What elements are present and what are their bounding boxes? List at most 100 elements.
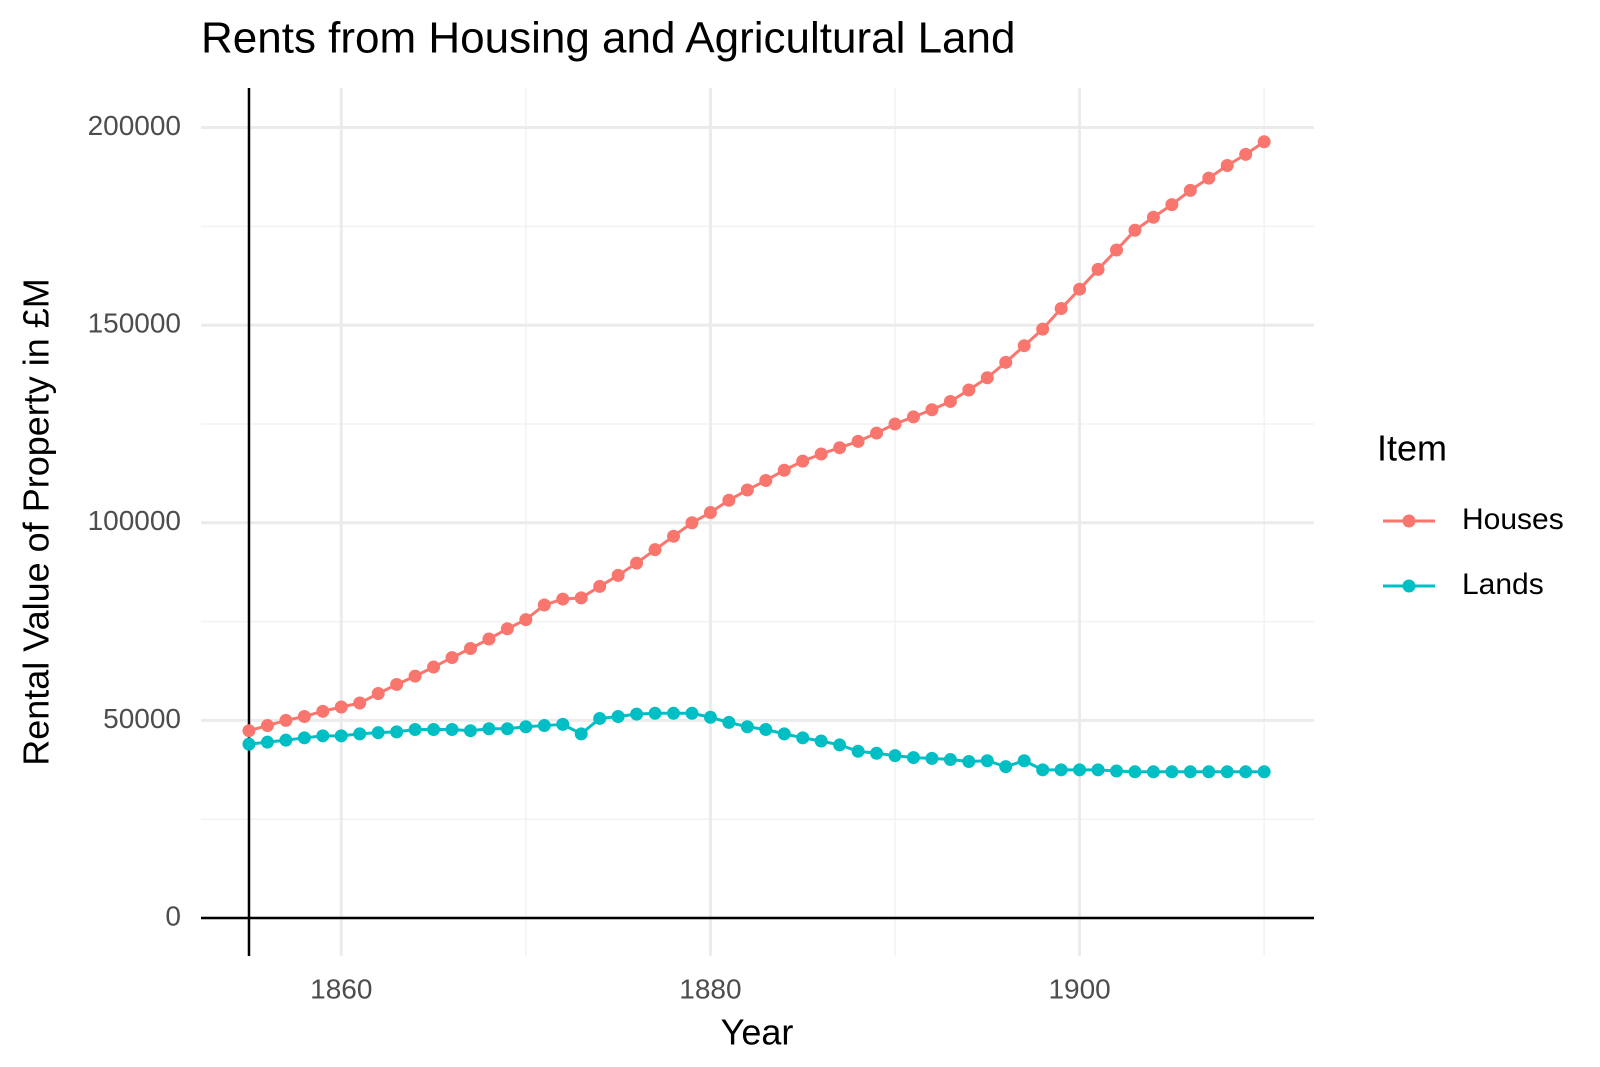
point	[1257, 765, 1271, 779]
y-tick-label: 100000	[88, 505, 181, 536]
x-tick-label: 1860	[310, 973, 372, 1004]
point	[279, 733, 293, 747]
point	[500, 722, 514, 736]
point	[1165, 765, 1179, 779]
point	[814, 447, 828, 461]
point	[685, 516, 699, 530]
point	[1239, 147, 1253, 161]
point	[722, 715, 736, 729]
point	[630, 707, 644, 721]
point	[722, 493, 736, 507]
y-axis-title: Rental Value of Property in £M	[16, 278, 57, 766]
point	[371, 726, 385, 740]
point	[943, 753, 957, 767]
line	[248, 711, 1265, 774]
y-tick-label: 200000	[88, 110, 181, 141]
legend-label: Houses	[1462, 503, 1564, 536]
point	[759, 473, 773, 487]
point	[390, 677, 404, 691]
point	[740, 720, 754, 734]
point	[796, 731, 810, 745]
point	[316, 729, 330, 743]
point	[1054, 763, 1068, 777]
point	[556, 592, 570, 606]
point	[777, 727, 791, 741]
point	[1239, 765, 1253, 779]
point	[427, 660, 441, 674]
point	[833, 738, 847, 752]
x-tick-label: 1900	[1048, 973, 1110, 1004]
point	[1128, 765, 1142, 779]
point	[1146, 765, 1160, 779]
point	[1257, 135, 1271, 149]
point	[1183, 765, 1197, 779]
point	[556, 717, 570, 731]
point	[316, 704, 330, 718]
point	[519, 720, 533, 734]
legend-title: Item	[1377, 428, 1447, 469]
point	[500, 622, 514, 636]
point	[1036, 322, 1050, 336]
point	[870, 746, 884, 760]
line	[248, 140, 1266, 733]
point	[1202, 765, 1216, 779]
chart-title: Rents from Housing and Agricultural Land	[201, 14, 1015, 63]
point	[334, 729, 348, 743]
point	[353, 727, 367, 741]
point	[925, 403, 939, 417]
point	[851, 744, 865, 758]
point	[537, 719, 551, 733]
point	[703, 506, 717, 520]
point	[297, 709, 311, 723]
point	[906, 410, 920, 424]
point	[593, 711, 607, 725]
point	[980, 754, 994, 768]
point	[962, 383, 976, 397]
point	[906, 751, 920, 765]
point	[371, 687, 385, 701]
point	[537, 598, 551, 612]
point	[463, 724, 477, 738]
point	[297, 731, 311, 745]
point	[519, 613, 533, 627]
point	[353, 696, 367, 710]
point	[482, 632, 496, 646]
point	[796, 454, 810, 468]
legend-label: Lands	[1462, 568, 1544, 601]
point	[574, 591, 588, 605]
point	[1073, 282, 1087, 296]
x-axis-title: Year	[721, 1012, 794, 1053]
point	[593, 579, 607, 593]
point	[463, 641, 477, 655]
point	[667, 706, 681, 720]
point	[260, 735, 274, 749]
point	[1091, 262, 1105, 276]
point	[759, 723, 773, 737]
point	[999, 355, 1013, 369]
point	[648, 706, 662, 720]
legend-key	[1402, 514, 1416, 528]
point	[260, 719, 274, 733]
point	[611, 709, 625, 723]
point	[980, 371, 994, 385]
point	[851, 434, 865, 448]
point	[445, 651, 459, 665]
point	[334, 700, 348, 714]
point	[242, 724, 256, 738]
point	[685, 706, 699, 720]
point	[1036, 763, 1050, 777]
point	[279, 713, 293, 727]
point	[1128, 223, 1142, 237]
point	[999, 760, 1013, 774]
point	[648, 543, 662, 557]
point	[427, 723, 441, 737]
point	[1202, 171, 1216, 185]
point	[1110, 243, 1124, 257]
point	[870, 426, 884, 440]
x-tick-label: 1880	[679, 973, 741, 1004]
point	[925, 751, 939, 765]
point	[1017, 339, 1031, 353]
point	[408, 669, 422, 683]
point	[1110, 764, 1124, 778]
